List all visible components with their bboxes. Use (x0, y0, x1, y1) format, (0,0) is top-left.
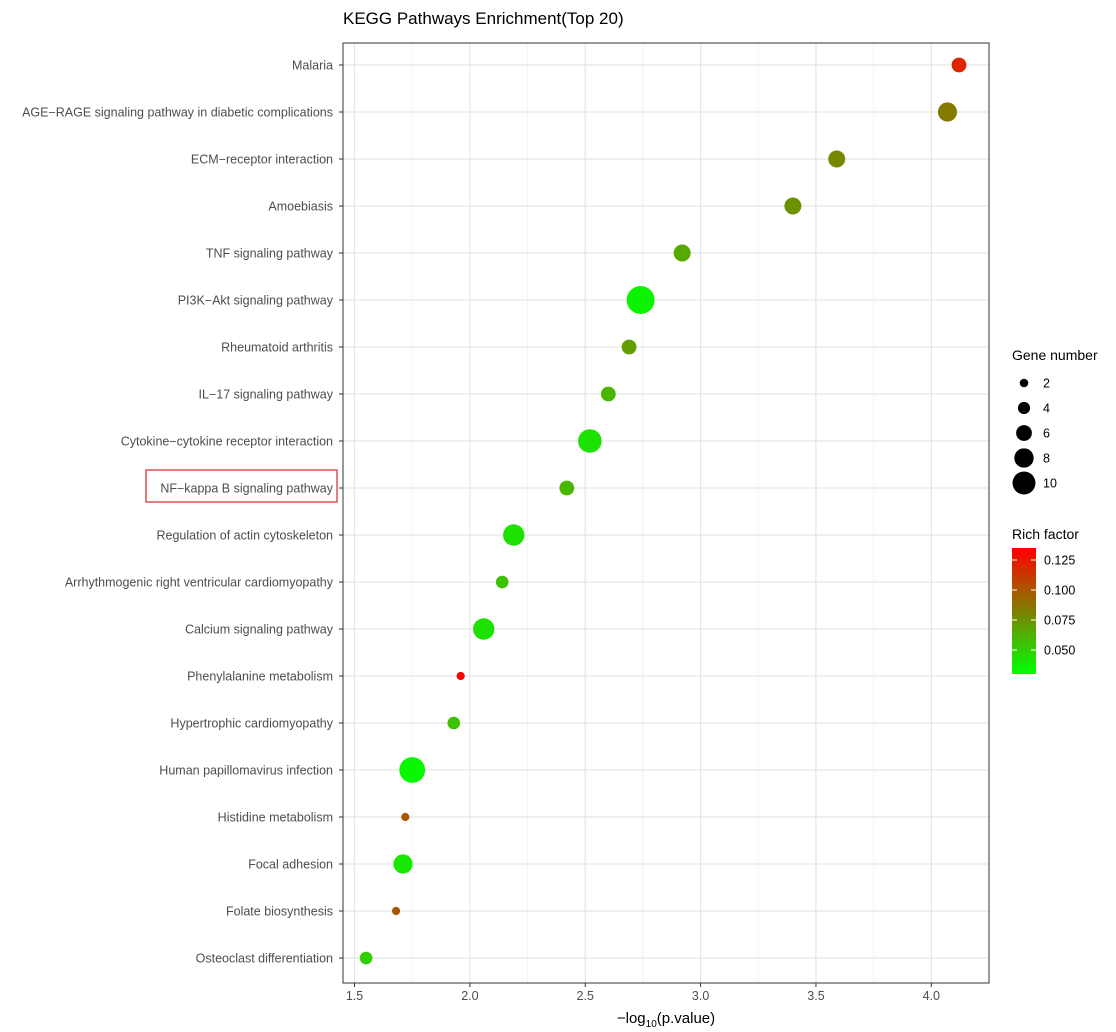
y-tick-label: Amoebiasis (268, 200, 333, 214)
data-point (937, 102, 958, 122)
y-tick-label: TNF signaling pathway (206, 247, 334, 261)
size-legend-label: 4 (1043, 402, 1050, 416)
y-tick-label: Rheumatoid arthritis (221, 341, 333, 355)
y-tick-label: ECM−receptor interaction (191, 153, 333, 167)
plot-panel (343, 43, 989, 983)
color-tick-label: 0.050 (1044, 644, 1075, 658)
data-point (784, 197, 802, 215)
plot-border (342, 42, 990, 984)
data-point (495, 575, 509, 589)
y-tick-label: Arrhythmogenic right ventricular cardiom… (65, 576, 334, 590)
x-tick-label: 4.0 (923, 989, 940, 1003)
data-point (473, 618, 495, 640)
data-point (401, 812, 410, 822)
color-tick-label: 0.125 (1044, 554, 1075, 568)
x-axis-title: −log10(p.value) (617, 1010, 715, 1030)
data-point (578, 429, 602, 453)
size-legend-title: Gene number (1012, 347, 1098, 363)
y-tick-label: IL−17 signaling pathway (199, 388, 334, 402)
grid-lines (343, 43, 989, 983)
size-legend: Gene number 2 4 6 8 10 (1012, 347, 1098, 495)
size-legend-label: 6 (1043, 427, 1050, 441)
x-axis-title-prefix: −log (617, 1010, 646, 1027)
data-point (399, 757, 426, 783)
y-tick-label: Hypertrophic cardiomyopathy (170, 717, 333, 731)
data-point (447, 716, 461, 730)
y-tick-label: Cytokine−cytokine receptor interaction (121, 435, 333, 449)
color-legend: Rich factor 0.125 0.100 0.075 0.050 (1012, 526, 1079, 674)
data-point (600, 386, 616, 402)
y-tick-label: Focal adhesion (248, 858, 333, 872)
x-axis-ticks: 1.5 2.0 2.5 3.0 3.5 4.0 (346, 983, 940, 1003)
data-points (359, 57, 967, 965)
chart-title: KEGG Pathways Enrichment(Top 20) (343, 9, 624, 28)
color-bar (1012, 548, 1036, 674)
y-tick-label: NF−kappa B signaling pathway (160, 482, 333, 496)
data-point (626, 286, 655, 314)
y-tick-label: Osteoclast differentiation (196, 952, 333, 966)
y-tick-label: Human papillomavirus infection (159, 764, 333, 778)
x-tick-label: 3.5 (807, 989, 824, 1003)
y-tick-label: PI3K−Akt signaling pathway (178, 294, 334, 308)
data-point (456, 671, 465, 681)
y-tick-label: Calcium signaling pathway (185, 623, 334, 637)
size-legend-dot (1019, 378, 1029, 388)
data-point (673, 244, 691, 262)
data-point (621, 339, 637, 355)
data-point (559, 480, 575, 496)
data-point (503, 524, 525, 546)
size-legend-dot (1017, 401, 1031, 415)
color-legend-ticks: 0.125 0.100 0.075 0.050 (1012, 554, 1075, 658)
y-axis-labels: Malaria AGE−RAGE signaling pathway in dia… (22, 59, 343, 966)
x-tick-label: 2.5 (577, 989, 594, 1003)
y-tick-label: AGE−RAGE signaling pathway in diabetic c… (22, 106, 333, 120)
y-tick-label: Malaria (292, 59, 333, 73)
x-tick-label: 1.5 (346, 989, 363, 1003)
size-legend-label: 10 (1043, 477, 1057, 491)
size-legend-dot (1016, 425, 1032, 441)
size-legend-label: 2 (1043, 377, 1050, 391)
size-legend-dot (1014, 448, 1034, 468)
y-tick-label: Histidine metabolism (218, 811, 333, 825)
color-tick-label: 0.075 (1044, 614, 1075, 628)
size-legend-dot (1012, 471, 1036, 495)
x-tick-label: 2.0 (461, 989, 478, 1003)
data-point (393, 854, 413, 874)
x-tick-label: 3.0 (692, 989, 709, 1003)
size-legend-items: 2 4 6 8 10 (1012, 377, 1057, 495)
x-axis-title-suffix: (p.value) (657, 1010, 715, 1027)
x-axis-title-subscript: 10 (646, 1019, 658, 1030)
y-tick-label: Folate biosynthesis (226, 905, 333, 919)
size-legend-label: 8 (1043, 452, 1050, 466)
y-tick-label: Regulation of actin cytoskeleton (157, 529, 334, 543)
data-point (391, 906, 401, 916)
data-point (951, 57, 967, 73)
highlight-box (145, 469, 338, 503)
data-point (359, 951, 373, 965)
y-tick-label: Phenylalanine metabolism (187, 670, 333, 684)
color-legend-title: Rich factor (1012, 526, 1079, 542)
color-tick-label: 0.100 (1044, 584, 1075, 598)
data-point (828, 150, 846, 168)
